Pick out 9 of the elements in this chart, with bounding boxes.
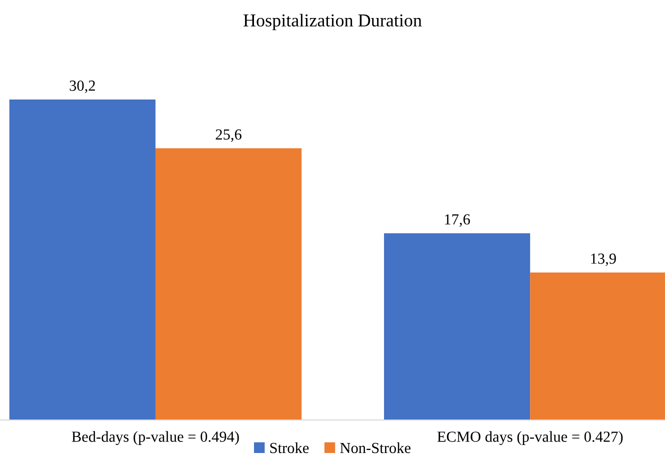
legend-label: Stroke: [270, 442, 309, 454]
data-label: 17,6: [445, 214, 470, 227]
x-tick-label: Bed-days (p-value = 0.494): [72, 431, 239, 446]
legend-label: Non-Stroke: [340, 442, 410, 454]
data-label: 30,2: [70, 80, 95, 94]
data-label: 13,9: [591, 254, 616, 266]
chart-title: Hospitalization Duration: [244, 14, 422, 30]
x-tick-label: ECMO days (p-value = 0.427): [437, 431, 623, 446]
data-label: 25,6: [216, 129, 242, 142]
